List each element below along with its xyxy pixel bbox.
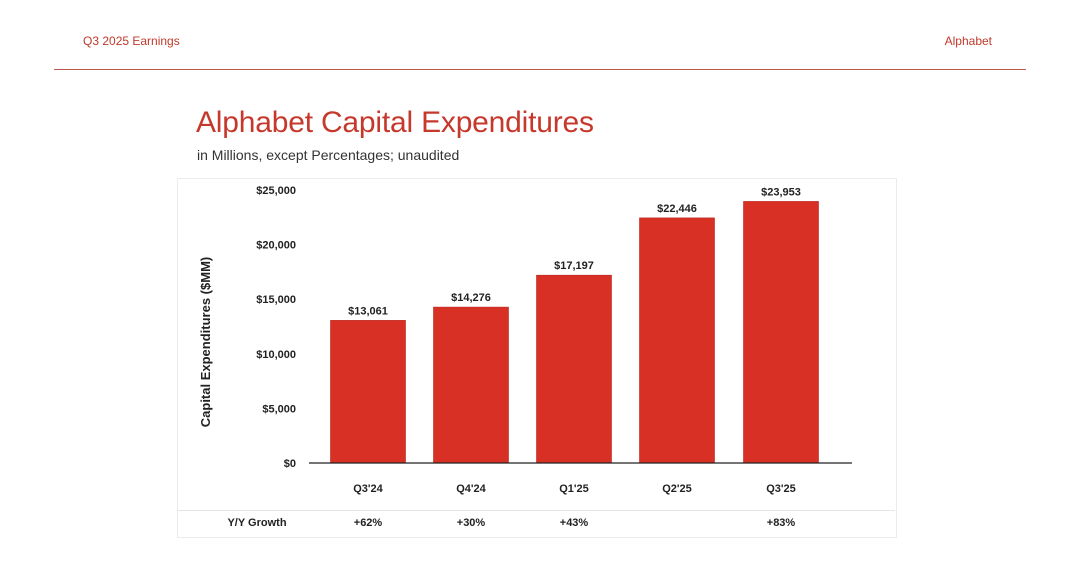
growth-value: +30%	[457, 517, 486, 529]
y-tick-label: $25,000	[256, 185, 296, 197]
header-divider	[54, 69, 1026, 70]
x-tick-label: Q1'25	[559, 483, 589, 495]
page-title: Alphabet Capital Expenditures	[196, 106, 594, 139]
bar-value-label: $22,446	[657, 203, 697, 215]
x-tick-label: Q3'24	[353, 483, 383, 495]
y-tick-label: $20,000	[256, 240, 296, 252]
y-tick-label: $5,000	[262, 403, 296, 415]
bar-value-label: $14,276	[451, 292, 491, 304]
growth-row-divider	[177, 510, 895, 536]
page-subtitle: in Millions, except Percentages; unaudit…	[197, 147, 460, 163]
bar	[639, 217, 715, 464]
header-report-label: Q3 2025 Earnings	[83, 34, 180, 48]
y-tick-label: $15,000	[256, 294, 296, 306]
y-tick-label: $0	[284, 458, 296, 470]
growth-value: +62%	[354, 517, 383, 529]
y-axis-title: Capital Expenditures ($MM)	[198, 257, 213, 427]
bar	[330, 320, 406, 464]
header-company-label: Alphabet	[944, 34, 992, 48]
x-tick-label: Q2'25	[662, 483, 692, 495]
x-tick-label: Q4'24	[456, 483, 486, 495]
x-tick-label: Q3'25	[766, 483, 796, 495]
growth-value: +83%	[767, 517, 796, 529]
bar	[743, 201, 819, 464]
bar-value-label: $13,061	[348, 305, 388, 317]
bar-value-label: $23,953	[761, 186, 801, 198]
growth-row-label: Y/Y Growth	[227, 517, 286, 529]
y-tick-label: $10,000	[256, 349, 296, 361]
bar	[536, 274, 612, 464]
bar	[433, 306, 509, 464]
bar-value-label: $17,197	[554, 260, 594, 272]
growth-value: +43%	[560, 517, 589, 529]
